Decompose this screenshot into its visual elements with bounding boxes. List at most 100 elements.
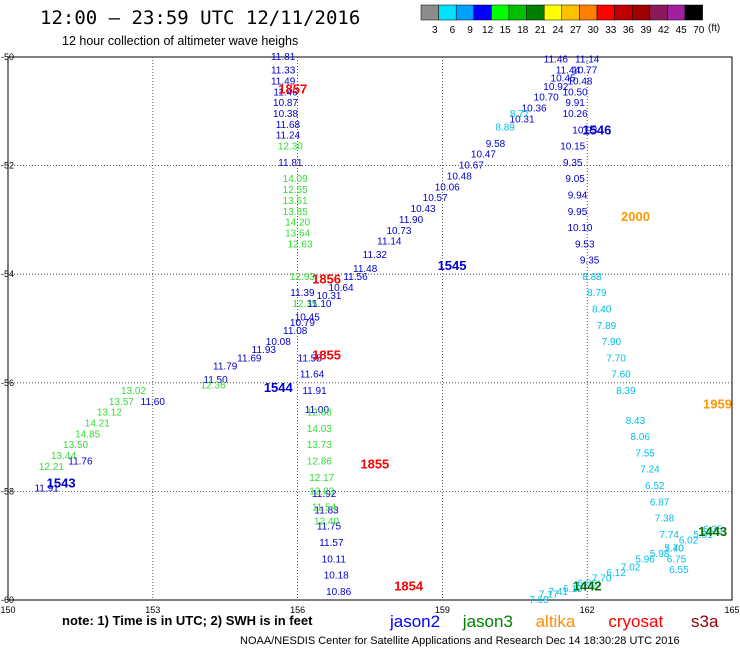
wave-height-value: 7.60 xyxy=(611,370,631,381)
wave-height-value: 11.93 xyxy=(252,345,277,356)
y-tick-label: -54 xyxy=(1,269,14,279)
legend-swatch xyxy=(579,4,598,21)
wave-height-value: 12.93 xyxy=(290,272,315,283)
wave-height-value: 11.39 xyxy=(290,288,315,299)
wave-height-value: 7.41 xyxy=(549,587,569,598)
wave-height-value: 12.55 xyxy=(283,185,308,196)
legend-swatch xyxy=(649,4,668,21)
legend-label: 27 xyxy=(570,25,582,36)
wave-height-value: 8.89 xyxy=(495,123,515,134)
wave-height-value: 11.64 xyxy=(300,370,325,381)
y-tick-label: -56 xyxy=(1,378,14,388)
wave-height-value: 7.74 xyxy=(660,530,680,541)
y-tick-label: -52 xyxy=(1,161,14,171)
wave-height-value: 11.00 xyxy=(305,405,330,416)
wave-height-value: 6.87 xyxy=(650,497,670,508)
legend-swatch xyxy=(438,4,457,21)
x-tick-label: 165 xyxy=(724,605,739,615)
wave-height-value: 9.35 xyxy=(563,158,583,169)
plot-frame xyxy=(7,56,733,601)
legend-label: 36 xyxy=(623,25,635,36)
wave-height-value: 10.36 xyxy=(522,104,547,115)
footer-note: note: 1) Time is in UTC; 2) SWH is in fe… xyxy=(62,613,313,628)
legend-label: 70 xyxy=(693,25,705,36)
wave-height-value: 11.57 xyxy=(319,538,344,549)
wave-height-value: 9.53 xyxy=(575,239,595,250)
satellite-legend: jason2 jason3 altika cryosat s3a xyxy=(389,612,719,631)
wave-height-value: 10.06 xyxy=(435,182,460,193)
wave-height-value: 6.19 xyxy=(563,584,583,595)
satellite-legend-item: jason2 xyxy=(389,612,440,631)
wave-height-value: 10.18 xyxy=(324,571,349,582)
wave-height-value: 10.57 xyxy=(423,193,448,204)
wave-height-value: 8.79 xyxy=(587,288,607,299)
legend-swatch xyxy=(596,4,615,21)
y-tick-label: -60 xyxy=(1,595,14,605)
wave-height-value: 11.50 xyxy=(203,375,228,386)
wave-height-value: 6.52 xyxy=(645,481,665,492)
pass-time-label: 1544 xyxy=(264,380,294,395)
legend-swatch xyxy=(420,4,439,21)
legend-label: 9 xyxy=(467,25,473,36)
wave-height-value: 12.88 xyxy=(307,408,332,419)
wave-height-value: 11.81 xyxy=(271,52,296,63)
wave-height-value: 11.91 xyxy=(34,484,59,495)
wave-height-value: 7.70 xyxy=(606,353,626,364)
wave-height-value: 9.91 xyxy=(565,98,585,109)
wave-height-value: 11.91 xyxy=(302,386,327,397)
wave-height-value: 10.26 xyxy=(563,109,588,120)
wave-height-value: 13.02 xyxy=(121,386,146,397)
wave-height-value: 8.43 xyxy=(626,416,646,427)
wave-height-value: 10.11 xyxy=(322,554,347,565)
wave-height-value: 12.30 xyxy=(278,142,303,153)
wave-height-value: 11.55 xyxy=(298,353,323,364)
wave-height-value: 13.12 xyxy=(97,408,122,419)
wave-height-value: 13.44 xyxy=(51,451,76,462)
wave-height-value: 7.70 xyxy=(592,573,612,584)
wave-height-value: 10.87 xyxy=(273,98,298,109)
legend-label: 12 xyxy=(482,25,494,36)
wave-height-value: 10.48 xyxy=(447,171,472,182)
wave-height-value: 10.73 xyxy=(386,226,411,237)
wave-height-value: 12.17 xyxy=(309,473,334,484)
x-tick-label: 153 xyxy=(145,605,160,615)
satellite-legend-item: altika xyxy=(536,612,576,631)
wave-height-value: 11.49 xyxy=(271,76,296,87)
wave-height-value: 6.35 xyxy=(703,524,723,535)
legend-swatch xyxy=(631,4,651,21)
wave-height-value: 10.93 xyxy=(572,125,597,136)
wave-height-value: 11.54 xyxy=(312,503,337,514)
time-labels: 1857 1856 1855 1855 1854 1545 1544 1543 1546 2000… xyxy=(47,82,732,594)
wave-height-value: 11.79 xyxy=(213,362,238,373)
wave-height-value: 11.90 xyxy=(399,215,424,226)
wave-height-value: 14.03 xyxy=(307,424,332,435)
wave-height-value: 11.48 xyxy=(353,264,378,275)
legend-swatch xyxy=(473,4,492,21)
x-tick-label: 159 xyxy=(435,605,450,615)
wave-height-value: 10.45 xyxy=(551,74,576,85)
wave-height-value: 12.35 xyxy=(292,299,317,310)
wave-height-value: 10.86 xyxy=(326,587,351,598)
wave-height-value: 5.98 xyxy=(650,549,670,560)
wave-height-value: 12.40 xyxy=(314,516,339,527)
wave-height-value: 7.38 xyxy=(655,514,675,525)
pass-time-label: 1855 xyxy=(312,348,341,363)
y-tick-label: -58 xyxy=(1,486,14,496)
wave-height-value: 11.33 xyxy=(271,66,296,77)
wave-height-value: 11.60 xyxy=(141,397,166,408)
wave-height-value: 10.08 xyxy=(266,337,291,348)
x-tick-label: 162 xyxy=(580,605,595,615)
pass-time-label: 1545 xyxy=(438,258,467,273)
wave-height-value: 10.31 xyxy=(316,291,341,302)
legend-label: 45 xyxy=(676,25,688,36)
wave-height-value: 12.36 xyxy=(201,381,226,392)
wave-height-value: 11.08 xyxy=(283,326,308,337)
pass-time-label: 1855 xyxy=(360,456,389,471)
legend-label: 18 xyxy=(517,25,529,36)
chart-subtitle: 12 hour collection of altimeter wave hei… xyxy=(62,34,298,48)
satellite-legend-item: s3a xyxy=(691,612,719,631)
legend-swatch xyxy=(614,4,633,21)
wave-height-value: 11.10 xyxy=(307,299,332,310)
legend-swatch xyxy=(561,4,580,21)
